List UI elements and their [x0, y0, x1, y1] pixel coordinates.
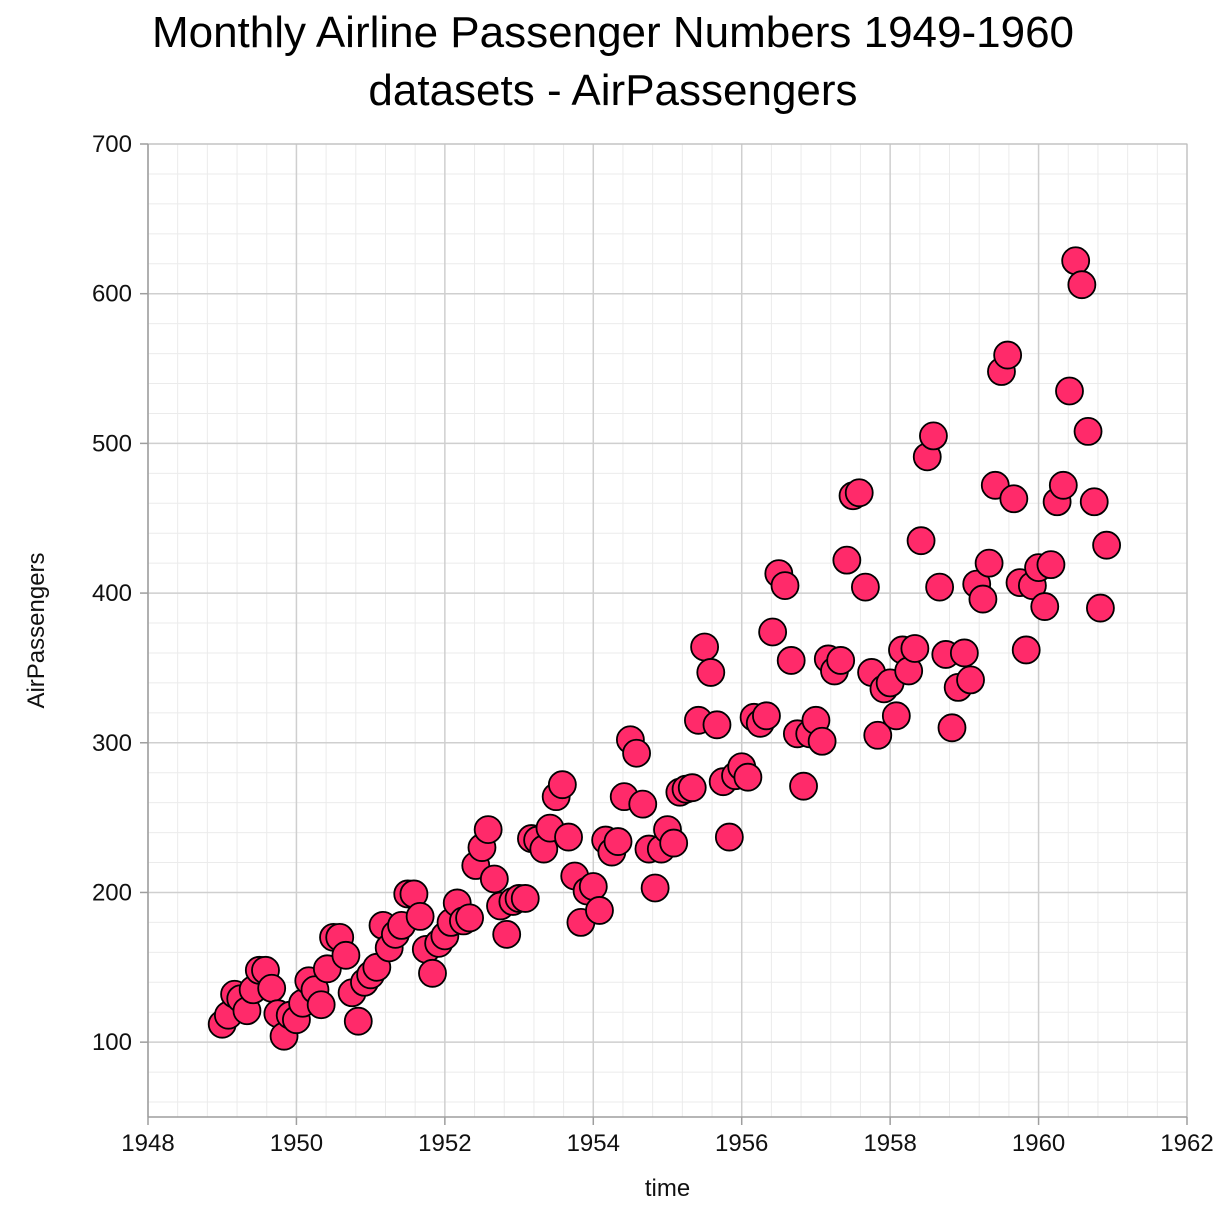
chart-title: Monthly Airline Passenger Numbers 1949-1… — [151, 8, 1075, 57]
data-point — [1086, 593, 1115, 623]
data-point — [919, 421, 948, 451]
data-point — [968, 584, 998, 614]
data-point — [1073, 417, 1103, 446]
data-point — [1061, 246, 1091, 276]
x-tick-label: 1954 — [567, 1130, 620, 1157]
chart-subtitle: datasets - AirPassengers — [368, 66, 858, 115]
data-point — [306, 990, 336, 1020]
data-point — [949, 638, 979, 668]
data-point — [956, 665, 985, 695]
data-point — [881, 701, 911, 731]
data-point — [1011, 635, 1041, 665]
y-tick-label: 300 — [92, 730, 132, 757]
data-point — [1079, 487, 1109, 517]
x-tick-label: 1962 — [1160, 1130, 1213, 1157]
data-point — [993, 340, 1023, 370]
data-point — [770, 571, 800, 600]
data-point — [863, 720, 893, 750]
data-point — [690, 632, 720, 662]
data-point — [1036, 550, 1066, 580]
data-points — [207, 246, 1122, 1051]
data-point — [906, 526, 936, 556]
data-point — [547, 770, 577, 800]
data-point — [640, 873, 670, 903]
data-point — [1048, 470, 1078, 500]
data-point — [622, 738, 651, 768]
data-point — [473, 815, 503, 844]
x-tick-label: 1958 — [863, 1130, 916, 1157]
x-tick-label: 1950 — [270, 1130, 323, 1157]
data-point — [789, 771, 818, 801]
x-tick-label: 1948 — [121, 1130, 174, 1157]
data-point — [659, 828, 689, 858]
data-point — [1030, 592, 1060, 621]
x-tick-label: 1956 — [715, 1130, 768, 1157]
data-point — [578, 872, 608, 901]
x-tick-label: 1960 — [1012, 1130, 1065, 1157]
data-point — [510, 884, 540, 913]
data-point — [455, 903, 484, 933]
data-point — [331, 940, 361, 970]
data-point — [702, 710, 732, 740]
major-grid — [147, 143, 1188, 1117]
data-point — [826, 646, 856, 675]
y-tick-label: 500 — [92, 430, 132, 457]
data-point — [1092, 530, 1122, 560]
data-point — [677, 773, 707, 803]
x-axis-label: time — [645, 1175, 690, 1202]
data-point — [479, 864, 509, 894]
y-tick-label: 100 — [92, 1029, 132, 1056]
data-point — [776, 646, 806, 675]
data-point — [758, 617, 788, 647]
y-tick-label: 700 — [92, 131, 132, 158]
axes — [140, 143, 1188, 1125]
data-point — [999, 484, 1029, 514]
data-point — [844, 478, 874, 508]
data-point — [628, 789, 658, 819]
data-point — [696, 658, 726, 687]
y-tick-label: 400 — [92, 580, 132, 607]
data-point — [974, 548, 1004, 578]
data-point — [343, 1006, 373, 1036]
data-point — [925, 572, 955, 602]
data-point — [1055, 376, 1084, 406]
data-point — [585, 896, 614, 925]
tick-labels: 1948 1950 1952 1954 1956 1958 1960 1962 100 200 30… — [92, 131, 1214, 1157]
data-point — [752, 701, 781, 731]
y-axis-label: AirPassengers — [23, 552, 50, 708]
y-tick-label: 200 — [92, 879, 132, 906]
data-point — [807, 726, 837, 756]
data-point — [405, 902, 435, 931]
data-point — [851, 572, 880, 602]
data-point — [1067, 270, 1097, 300]
data-point — [714, 822, 744, 852]
data-point — [257, 973, 287, 1003]
data-point — [900, 634, 930, 663]
data-point — [492, 919, 522, 949]
data-point — [603, 827, 633, 856]
data-point — [554, 822, 583, 852]
data-point — [832, 545, 862, 575]
data-point — [733, 762, 763, 792]
x-tick-label: 1952 — [418, 1130, 471, 1157]
data-point — [937, 713, 967, 743]
y-tick-label: 600 — [92, 281, 132, 308]
data-point — [418, 958, 447, 988]
